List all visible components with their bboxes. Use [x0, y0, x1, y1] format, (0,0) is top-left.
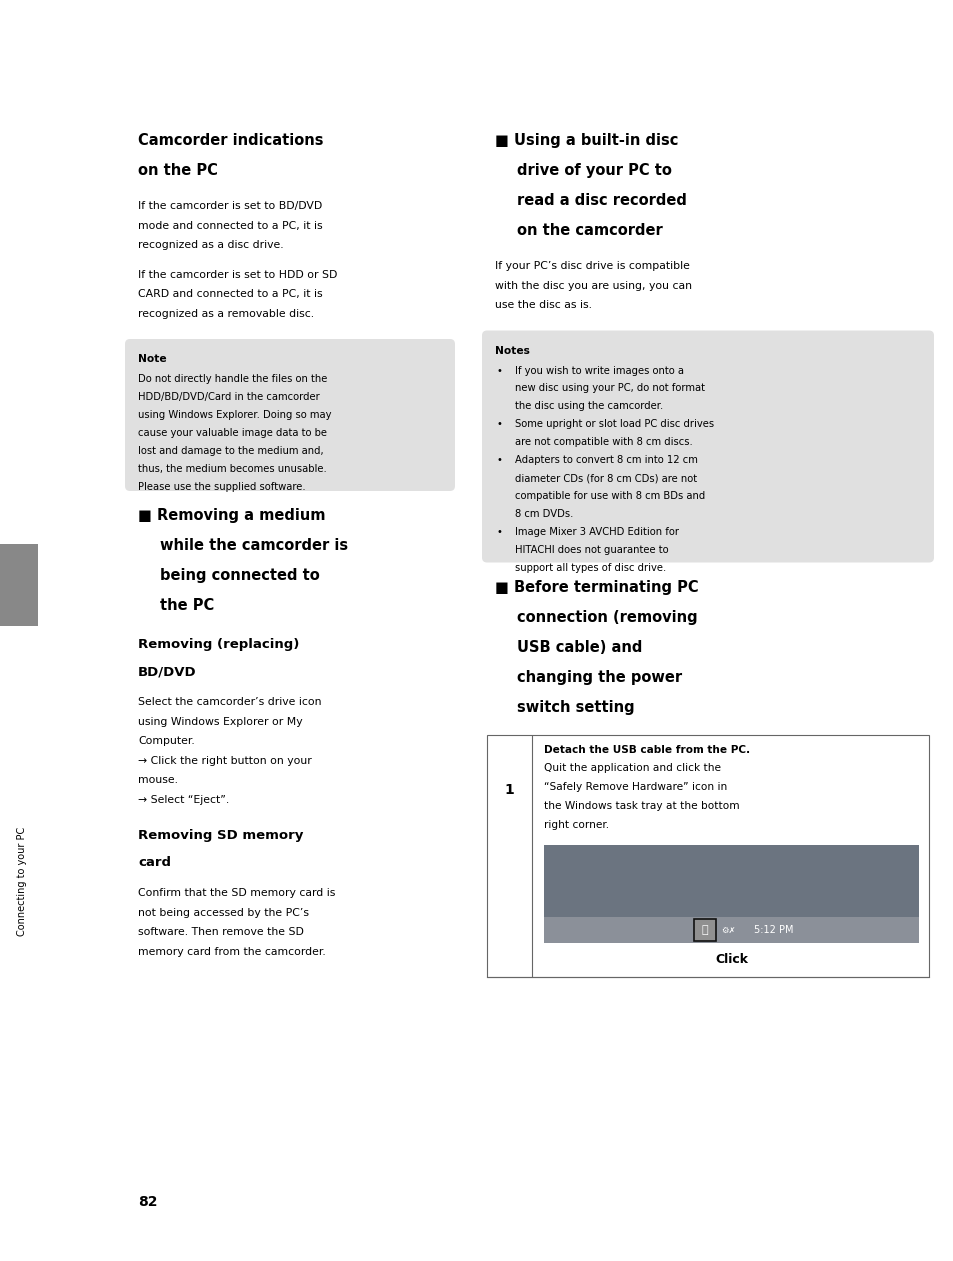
- Text: Please use the supplied software.: Please use the supplied software.: [138, 482, 305, 492]
- Text: the PC: the PC: [160, 598, 214, 613]
- Text: Confirm that the SD memory card is: Confirm that the SD memory card is: [138, 888, 335, 898]
- Text: Removing (replacing): Removing (replacing): [138, 638, 299, 651]
- Text: “Safely Remove Hardware” icon in: “Safely Remove Hardware” icon in: [543, 782, 726, 792]
- Text: USB cable) and: USB cable) and: [517, 639, 641, 654]
- Text: Notes: Notes: [495, 346, 529, 356]
- Text: changing the power: changing the power: [517, 670, 681, 685]
- Text: memory card from the camcorder.: memory card from the camcorder.: [138, 947, 325, 957]
- Text: Quit the application and click the: Quit the application and click the: [543, 763, 720, 773]
- Text: read a disc recorded: read a disc recorded: [517, 193, 686, 208]
- Text: Camcorder indications: Camcorder indications: [138, 132, 323, 148]
- Text: using Windows Explorer. Doing so may: using Windows Explorer. Doing so may: [138, 410, 331, 420]
- Text: Removing SD memory: Removing SD memory: [138, 828, 303, 842]
- Bar: [543, 845, 918, 943]
- Text: card: card: [138, 856, 171, 869]
- Text: not being accessed by the PC’s: not being accessed by the PC’s: [138, 908, 309, 918]
- Text: Image Mixer 3 AVCHD Edition for: Image Mixer 3 AVCHD Edition for: [515, 527, 679, 537]
- Bar: [486, 734, 928, 976]
- Text: If you wish to write images onto a: If you wish to write images onto a: [515, 366, 683, 376]
- Text: lost and damage to the medium and,: lost and damage to the medium and,: [138, 445, 323, 455]
- Text: Connecting to your PC: Connecting to your PC: [17, 826, 27, 936]
- Text: Detach the USB cable from the PC.: Detach the USB cable from the PC.: [543, 744, 749, 754]
- Text: being connected to: being connected to: [160, 567, 319, 583]
- Text: using Windows Explorer or My: using Windows Explorer or My: [138, 716, 302, 726]
- Text: 1: 1: [503, 783, 514, 797]
- Text: Click: Click: [714, 953, 747, 966]
- Text: BD/DVD: BD/DVD: [138, 665, 196, 678]
- Text: 8 cm DVDs.: 8 cm DVDs.: [515, 509, 573, 520]
- Text: ■ Removing a medium: ■ Removing a medium: [138, 508, 325, 523]
- Text: ■ Before terminating PC: ■ Before terminating PC: [495, 580, 698, 594]
- Text: the disc using the camcorder.: the disc using the camcorder.: [515, 401, 662, 411]
- Text: 5:12 PM: 5:12 PM: [753, 926, 793, 936]
- Text: Note: Note: [138, 354, 167, 364]
- FancyBboxPatch shape: [125, 339, 455, 491]
- Text: on the camcorder: on the camcorder: [517, 223, 662, 238]
- Text: connection (removing: connection (removing: [517, 609, 697, 624]
- Text: → Click the right button on your: → Click the right button on your: [138, 755, 312, 765]
- Text: •: •: [497, 527, 502, 537]
- Text: •: •: [497, 366, 502, 376]
- Text: are not compatible with 8 cm discs.: are not compatible with 8 cm discs.: [515, 438, 692, 448]
- Text: If the camcorder is set to BD/DVD: If the camcorder is set to BD/DVD: [138, 200, 322, 211]
- Bar: [0, 543, 38, 625]
- Text: diameter CDs (for 8 cm CDs) are not: diameter CDs (for 8 cm CDs) are not: [515, 473, 697, 483]
- Text: → Select “Eject”.: → Select “Eject”.: [138, 794, 229, 805]
- Text: drive of your PC to: drive of your PC to: [517, 163, 671, 178]
- Text: the Windows task tray at the bottom: the Windows task tray at the bottom: [543, 801, 739, 811]
- Text: If the camcorder is set to HDD or SD: If the camcorder is set to HDD or SD: [138, 270, 337, 280]
- Text: ■ Using a built-in disc: ■ Using a built-in disc: [495, 132, 678, 148]
- Text: thus, the medium becomes unusable.: thus, the medium becomes unusable.: [138, 464, 327, 474]
- Text: •: •: [497, 455, 502, 465]
- Text: recognized as a disc drive.: recognized as a disc drive.: [138, 240, 283, 250]
- Text: software. Then remove the SD: software. Then remove the SD: [138, 927, 304, 937]
- Text: •: •: [497, 420, 502, 429]
- Text: while the camcorder is: while the camcorder is: [160, 538, 348, 554]
- Text: ⚙✗: ⚙✗: [720, 926, 735, 934]
- Text: HDD/BD/DVD/Card in the camcorder: HDD/BD/DVD/Card in the camcorder: [138, 392, 319, 402]
- Text: switch setting: switch setting: [517, 700, 634, 715]
- Text: cause your valuable image data to be: cause your valuable image data to be: [138, 427, 327, 438]
- Text: Select the camcorder’s drive icon: Select the camcorder’s drive icon: [138, 697, 321, 707]
- Text: CARD and connected to a PC, it is: CARD and connected to a PC, it is: [138, 289, 322, 299]
- Text: use the disc as is.: use the disc as is.: [495, 300, 592, 310]
- FancyBboxPatch shape: [481, 330, 933, 562]
- Bar: [543, 917, 918, 943]
- Text: ⛳: ⛳: [701, 926, 707, 936]
- Text: with the disc you are using, you can: with the disc you are using, you can: [495, 280, 691, 290]
- Text: recognized as a removable disc.: recognized as a removable disc.: [138, 309, 314, 319]
- Text: If your PC’s disc drive is compatible: If your PC’s disc drive is compatible: [495, 261, 689, 271]
- Text: HITACHI does not guarantee to: HITACHI does not guarantee to: [515, 545, 668, 555]
- Text: support all types of disc drive.: support all types of disc drive.: [515, 562, 665, 572]
- Text: new disc using your PC, do not format: new disc using your PC, do not format: [515, 383, 704, 393]
- Text: mouse.: mouse.: [138, 776, 178, 786]
- Text: compatible for use with 8 cm BDs and: compatible for use with 8 cm BDs and: [515, 491, 704, 501]
- Bar: [693, 919, 716, 941]
- Text: Do not directly handle the files on the: Do not directly handle the files on the: [138, 375, 327, 385]
- Text: mode and connected to a PC, it is: mode and connected to a PC, it is: [138, 221, 322, 231]
- Text: right corner.: right corner.: [543, 820, 608, 830]
- Text: on the PC: on the PC: [138, 163, 217, 178]
- Text: Some upright or slot load PC disc drives: Some upright or slot load PC disc drives: [515, 420, 714, 429]
- Text: Computer.: Computer.: [138, 736, 194, 747]
- Text: 82: 82: [138, 1195, 157, 1209]
- Text: Adapters to convert 8 cm into 12 cm: Adapters to convert 8 cm into 12 cm: [515, 455, 698, 465]
